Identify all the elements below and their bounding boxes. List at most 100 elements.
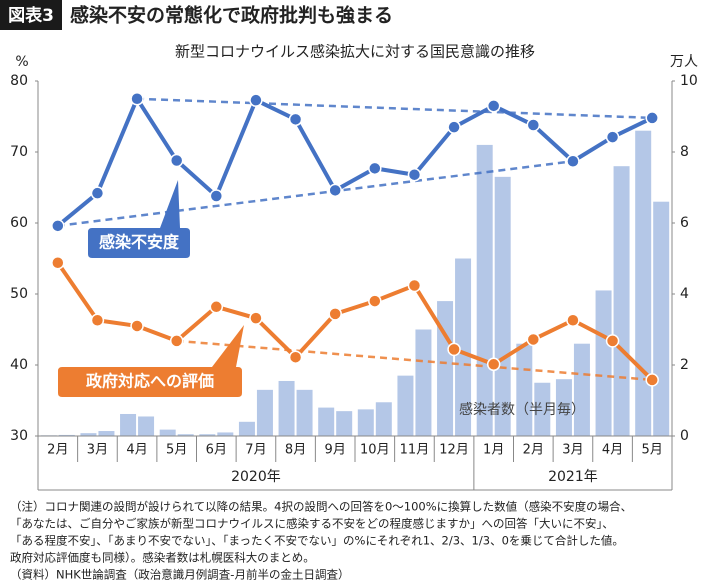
x-tick-label: 7月 [245, 443, 266, 458]
bar [120, 413, 137, 436]
bar [199, 434, 216, 436]
line [56, 96, 654, 228]
year-label: 2021年 [548, 469, 598, 485]
y-tick-label: 40 [10, 357, 28, 373]
bar [58, 434, 75, 436]
note: 「ある程度不安」、「あまり不安でない」、「まったく不安でない」の%にそれぞれ1、… [10, 534, 624, 548]
point [288, 112, 303, 127]
callout-label: 政府対応への評価 [86, 372, 214, 391]
year-label: 2020年 [231, 469, 281, 485]
point [447, 342, 461, 357]
bar [318, 407, 335, 436]
point [249, 311, 263, 325]
bar [555, 379, 572, 436]
bar [534, 382, 551, 436]
bar [80, 433, 97, 436]
bar [437, 301, 454, 436]
bar [494, 176, 511, 436]
point [566, 154, 580, 168]
y2-tick-label: 6 [680, 215, 689, 231]
y-tick-label: 30 [10, 428, 28, 444]
bar [357, 409, 374, 436]
point [605, 130, 620, 144]
x-tick-label: 4月 [602, 443, 623, 458]
callouts: 感染不安度 政府対応への評価 感染者数（半月毎） [58, 180, 585, 418]
x-tick-label: 3月 [87, 443, 108, 458]
bar-label: 感染者数（半月毎） [459, 401, 585, 418]
point [169, 334, 184, 348]
point [288, 350, 303, 364]
note: 政府対応評価度も同様）。感染者数は札幌医科大のまとめ。 [10, 551, 315, 565]
x-tick-label: 4月 [126, 443, 147, 458]
note: 「あなたは、ご自分やご家族が新型コロナウイルスに感染する不安をどの程度感じますか… [10, 517, 614, 531]
bar [256, 389, 273, 436]
point [645, 111, 659, 125]
x-tick-label: 5月 [166, 443, 187, 458]
line [56, 261, 654, 382]
x-tick-label: 2月 [47, 443, 68, 458]
trend-line [176, 339, 653, 382]
x-tick-label: 6月 [206, 443, 227, 458]
chart-subtitle: 新型コロナウイルス感染拡大に対する国民意識の推移 [175, 43, 535, 61]
x-tick-label: 10月 [360, 443, 390, 458]
callout-box [88, 180, 190, 258]
bar [653, 201, 670, 436]
y-tick-label: 50 [10, 286, 28, 302]
point [368, 161, 382, 176]
point [90, 313, 105, 328]
x-tick-label: 11月 [400, 443, 430, 458]
bar [595, 290, 612, 436]
point [407, 278, 422, 293]
bar [278, 380, 295, 436]
bar [238, 421, 255, 436]
trend-line [57, 159, 574, 228]
bar [573, 343, 590, 436]
notes: （注）コロナ関連の設問が設けられて以降の結果。4択の設問への回答を0～100%に… [10, 500, 632, 582]
point [130, 92, 144, 106]
bar [138, 416, 155, 436]
bar [177, 434, 194, 436]
bar [98, 431, 115, 436]
point [328, 183, 342, 198]
plot: 30 40 50 60 70 80 0 2 4 6 8 10 2月 3月 4月 5月 6月 7月 8月 9月 10月 11… [10, 73, 698, 491]
point [209, 189, 224, 203]
bar [336, 411, 353, 436]
point [447, 120, 461, 134]
note: （注）コロナ関連の設問が設けられて以降の結果。4択の設問への回答を0～100%に… [10, 500, 632, 514]
y2-tick-label: 0 [680, 428, 689, 444]
y2-unit: 万人 [670, 54, 698, 70]
point [51, 219, 65, 233]
bar [635, 130, 652, 436]
bar [455, 258, 472, 436]
bar [476, 144, 493, 436]
y-tick-label: 80 [10, 73, 28, 89]
x-tick-label: 2月 [523, 443, 544, 458]
point [486, 357, 501, 372]
point [249, 93, 263, 107]
x-tick-label: 3月 [562, 443, 583, 458]
y2-tick-label: 4 [680, 286, 689, 302]
point [169, 153, 184, 168]
badge: 図表3 [8, 5, 54, 26]
bar [296, 389, 313, 436]
point [368, 294, 382, 308]
y2-tick-label: 8 [680, 144, 689, 160]
chart-title: 感染不安の常態化で政府批判も強まる [70, 4, 393, 27]
trend-line [137, 97, 653, 120]
y-tick-label: 70 [10, 144, 28, 160]
point [526, 118, 541, 132]
point [407, 167, 422, 182]
bar [613, 166, 630, 436]
point [486, 99, 501, 113]
bar [217, 432, 234, 436]
x-tick-label: 9月 [325, 443, 346, 458]
point [526, 332, 541, 347]
point [605, 334, 620, 348]
point [209, 300, 224, 314]
badge-box [0, 0, 62, 30]
bar [397, 375, 414, 436]
callout-label: 感染不安度 [99, 233, 180, 252]
callout-box [58, 325, 244, 397]
note: （資料）NHK世論調査（政治意識月例調査-月前半の金土日調査） [10, 568, 349, 582]
x-tick-label: 1月 [483, 443, 504, 458]
